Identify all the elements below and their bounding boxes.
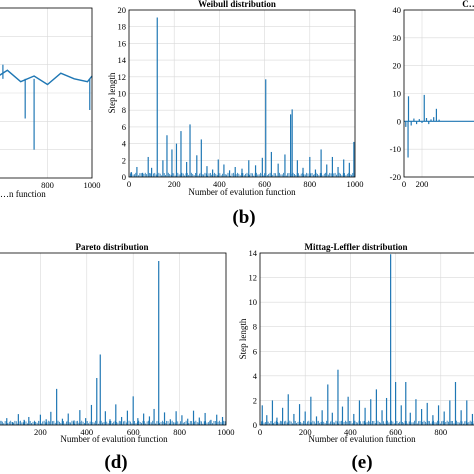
- panel-e-ytick-label: 8: [253, 322, 257, 332]
- panel-e-ytick-label: 12: [249, 273, 258, 283]
- panel-b-xticks: 0 200 400 600 800 1000: [127, 179, 364, 189]
- panel-c-xtick-label: 0: [402, 179, 406, 189]
- panel-a-series-line: [0, 69, 93, 86]
- panel-e-xlabel: Number of evalution function: [308, 434, 416, 444]
- panel-a-series: [0, 64, 93, 150]
- panel-a: 800 1000 …n function: [0, 7, 101, 199]
- panel-e-xtick-label: 600: [389, 427, 402, 437]
- panel-a-xlabel: …n function: [0, 189, 46, 199]
- panel-d-xtick-label: 800: [173, 427, 186, 437]
- panel-label-e: (e): [351, 452, 372, 473]
- panel-d-xticks: 200 400 600 800 1000: [34, 427, 234, 437]
- panel-e-ylabel: Step length: [238, 318, 248, 359]
- panel-b-ylabel: Step length: [107, 72, 117, 113]
- panel-b-ytick-label: 6: [122, 122, 126, 132]
- panel-b-ytick-label: 18: [118, 22, 127, 32]
- panel-e-title: Mittag-Leffler distribution: [304, 242, 407, 252]
- panel-label-b: (b): [232, 207, 255, 228]
- panel-b-xtick-label: 800: [303, 179, 316, 189]
- panel-d-axes-box: [0, 252, 227, 426]
- panel-e-ytick-label: 4: [253, 371, 258, 381]
- panel-b-xtick-label: 1000: [347, 179, 364, 189]
- panel-d: Pareto distribution 200 400 600 800 1000 Num…: [0, 242, 235, 444]
- panel-b-axes-box: [128, 9, 356, 178]
- panel-c-series: [404, 94, 474, 158]
- panel-e-xtick-label: 800: [434, 427, 447, 437]
- panel-d-xtick-label: 200: [34, 427, 47, 437]
- panel-c-yticks: -20 -10 0 10 20 30 40: [390, 5, 401, 182]
- panel-b-xtick-label: 400: [213, 179, 226, 189]
- panel-b-ytick-label: 16: [118, 38, 127, 48]
- panel-a-xticks: 800 1000: [41, 180, 100, 190]
- panel-e-grid: [259, 252, 474, 426]
- panel-e-ytick-label: 14: [249, 248, 258, 258]
- panel-d-series: [0, 261, 226, 425]
- panel-c-ytick-label: 0: [397, 116, 401, 126]
- panel-c-ytick-label: 20: [393, 61, 402, 71]
- panel-c: C… 0 200 -20 -10 0 10 20 30 40: [390, 0, 474, 189]
- panel-d-xtick-label: 600: [127, 427, 140, 437]
- panel-d-xtick-label: 1000: [218, 427, 235, 437]
- panel-label-d: (d): [104, 452, 127, 473]
- panel-b: Weibull distribution 0 200 400 600 800 1000 0…: [107, 0, 364, 197]
- panel-c-grid: [403, 9, 474, 178]
- panel-b-ytick-label: 8: [122, 105, 126, 115]
- panel-c-ytick-label: 30: [393, 33, 402, 43]
- panel-c-title: C…: [462, 0, 474, 9]
- panel-e-ytick-label: 0: [253, 420, 257, 430]
- panel-b-title: Weibull distribution: [198, 0, 276, 9]
- panel-b-ytick-label: 20: [118, 5, 127, 15]
- panel-b-ytick-label: 14: [118, 55, 127, 65]
- panel-d-title: Pareto distribution: [75, 242, 148, 252]
- panel-b-ytick-label: 10: [118, 89, 127, 99]
- panel-e-ytick-label: 2: [253, 395, 257, 405]
- panel-c-axes-box: [403, 9, 474, 178]
- panel-a-xtick-label: 1000: [84, 180, 101, 190]
- panel-c-ytick-label: -20: [390, 172, 401, 182]
- panel-d-xlabel: Number of evalution function: [60, 434, 168, 444]
- panel-c-xtick-label: 200: [416, 179, 429, 189]
- panel-e-xticks: 0 200 400 600 800: [258, 427, 447, 437]
- panel-b-ytick-label: 4: [122, 139, 127, 149]
- panel-e-xtick-label: 200: [299, 427, 312, 437]
- panel-b-xtick-label: 600: [258, 179, 271, 189]
- panel-e-ytick-label: 10: [249, 297, 258, 307]
- panel-e-ytick-label: 6: [253, 346, 257, 356]
- panel-e-axes-box: [259, 252, 474, 426]
- panel-e-yticks: 0 2 4 6 8 10 12 14: [249, 248, 258, 430]
- panel-d-xtick-label: 400: [80, 427, 93, 437]
- panel-c-ytick-label: 40: [393, 5, 402, 15]
- panel-b-series: [128, 17, 355, 177]
- panel-e-xtick-label: 400: [344, 427, 357, 437]
- panel-b-yticks: 0 2 4 6 8 10 12 14 16 18 20: [118, 5, 127, 182]
- panel-a-axes-box: [0, 7, 93, 179]
- panel-c-ytick-label: 10: [393, 89, 402, 99]
- panel-b-xlabel: Number of evalution function: [188, 187, 296, 197]
- panel-e: Mittag-Leffler distribution 0 200 400 600 80…: [238, 242, 474, 444]
- panel-e-xtick-label: 0: [258, 427, 262, 437]
- panel-c-xticks: 0 200: [402, 179, 429, 189]
- panel-a-grid: [0, 8, 93, 178]
- panel-e-series: [259, 254, 474, 425]
- panel-b-ytick-label: 12: [118, 72, 127, 82]
- panel-b-ytick-label: 0: [122, 172, 126, 182]
- panel-b-xtick-label: 0: [127, 179, 131, 189]
- panel-b-xtick-label: 200: [168, 179, 181, 189]
- panel-a-xtick-label: 800: [41, 180, 54, 190]
- panel-b-ytick-label: 2: [122, 155, 126, 165]
- panel-c-ytick-label: -10: [390, 144, 401, 154]
